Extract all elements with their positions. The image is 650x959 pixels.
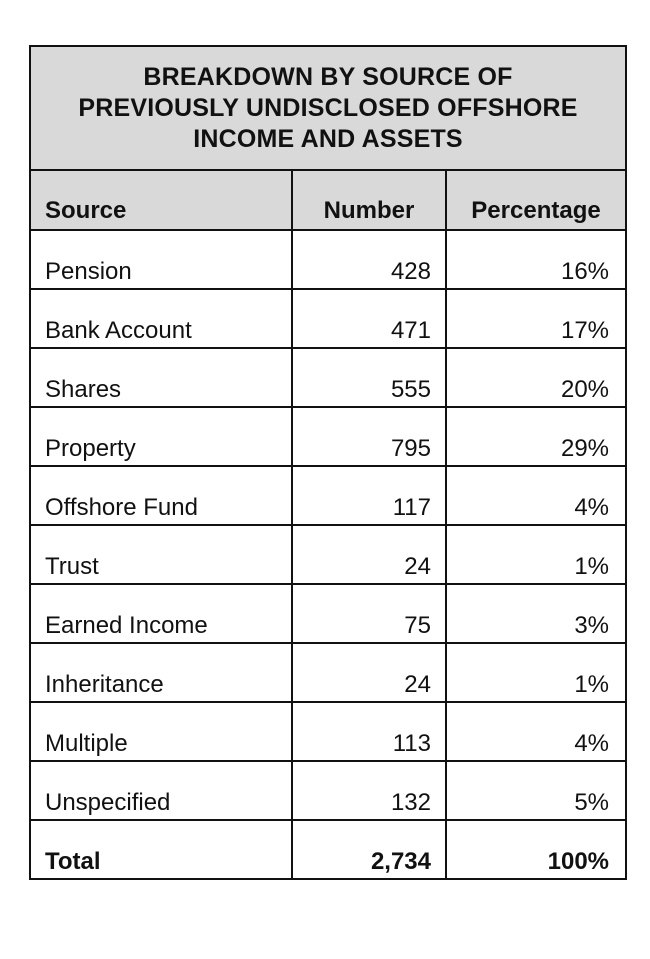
- source-cell: Shares: [29, 347, 293, 408]
- source-cell: Unspecified: [29, 760, 293, 821]
- number-cell: 132: [291, 760, 447, 821]
- table-row: Shares 555 20%: [29, 347, 628, 408]
- percentage-cell: 4%: [444, 465, 628, 526]
- table-row: Earned Income 75 3%: [29, 583, 628, 644]
- column-header-source: Source: [29, 169, 293, 231]
- percentage-cell: 3%: [444, 583, 628, 644]
- source-cell: Earned Income: [29, 583, 293, 644]
- table-row: Bank Account 471 17%: [29, 288, 628, 349]
- column-header-percentage: Percentage: [444, 169, 628, 231]
- percentage-cell: 29%: [444, 406, 628, 467]
- total-percentage-cell: 100%: [444, 819, 628, 880]
- number-cell: 795: [291, 406, 447, 467]
- total-label-cell: Total: [29, 819, 293, 880]
- table-row: Property 795 29%: [29, 406, 628, 467]
- percentage-cell: 4%: [444, 701, 628, 762]
- percentage-cell: 20%: [444, 347, 628, 408]
- source-cell: Trust: [29, 524, 293, 585]
- source-cell: Inheritance: [29, 642, 293, 703]
- table-row: Pension 428 16%: [29, 229, 628, 290]
- table-row: Multiple 113 4%: [29, 701, 628, 762]
- source-cell: Multiple: [29, 701, 293, 762]
- number-cell: 113: [291, 701, 447, 762]
- source-cell: Property: [29, 406, 293, 467]
- number-cell: 555: [291, 347, 447, 408]
- number-cell: 117: [291, 465, 447, 526]
- percentage-cell: 5%: [444, 760, 628, 821]
- table-title-line-2: PREVIOUSLY UNDISCLOSED OFFSHORE: [78, 93, 578, 122]
- table-row: Unspecified 132 5%: [29, 760, 628, 821]
- table-row: Trust 24 1%: [29, 524, 628, 585]
- table-title: BREAKDOWN BY SOURCE OF PREVIOUSLY UNDISC…: [28, 45, 628, 171]
- column-header-number: Number: [291, 169, 447, 231]
- percentage-cell: 1%: [444, 642, 628, 703]
- number-cell: 24: [291, 524, 447, 585]
- breakdown-table-container: BREAKDOWN BY SOURCE OF PREVIOUSLY UNDISC…: [28, 45, 628, 880]
- source-cell: Offshore Fund: [29, 465, 293, 526]
- breakdown-table: BREAKDOWN BY SOURCE OF PREVIOUSLY UNDISC…: [28, 45, 628, 880]
- percentage-cell: 17%: [444, 288, 628, 349]
- column-header-row: Source Number Percentage: [29, 169, 628, 231]
- number-cell: 24: [291, 642, 447, 703]
- number-cell: 471: [291, 288, 447, 349]
- percentage-cell: 1%: [444, 524, 628, 585]
- total-number-cell: 2,734: [291, 819, 447, 880]
- table-title-line-1: BREAKDOWN BY SOURCE OF: [143, 62, 513, 91]
- total-row: Total 2,734 100%: [29, 819, 628, 880]
- source-cell: Bank Account: [29, 288, 293, 349]
- table-row: Inheritance 24 1%: [29, 642, 628, 703]
- table-row: Offshore Fund 117 4%: [29, 465, 628, 526]
- percentage-cell: 16%: [444, 229, 628, 290]
- number-cell: 428: [291, 229, 447, 290]
- source-cell: Pension: [29, 229, 293, 290]
- table-title-line-3: INCOME AND ASSETS: [193, 124, 463, 153]
- number-cell: 75: [291, 583, 447, 644]
